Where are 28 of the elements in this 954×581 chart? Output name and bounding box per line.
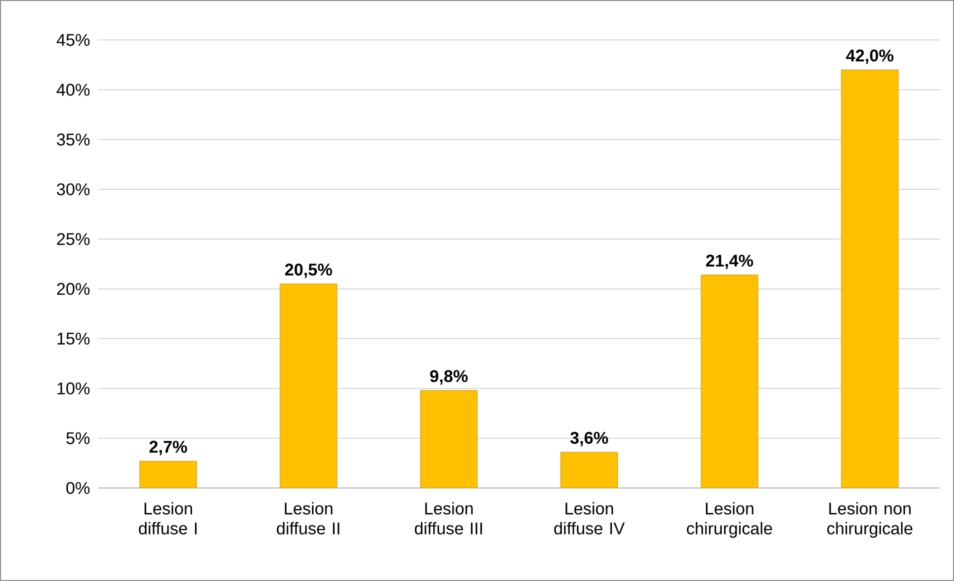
- bar: [139, 460, 197, 488]
- x-tick-label: Lesion diffuse IV: [554, 502, 625, 534]
- bar: [700, 274, 758, 488]
- x-tick-label: Lesion non chirurgicale: [827, 502, 912, 538]
- y-tick-label: 40%: [56, 84, 90, 96]
- data-label: 2,7%: [149, 440, 188, 456]
- y-tick-label: 45%: [56, 34, 90, 46]
- bar: [560, 452, 618, 488]
- data-label: 20,5%: [285, 264, 332, 278]
- data-label: 3,6%: [570, 432, 608, 446]
- y-tick-label: 35%: [56, 134, 90, 146]
- y-tick-label: 15%: [58, 332, 90, 345]
- y-tick-label: 0%: [66, 482, 90, 494]
- y-tick-label: 25%: [57, 233, 90, 246]
- bar: [420, 390, 478, 488]
- x-tick-label: Lesion diffuse II: [276, 502, 340, 534]
- bar: [280, 284, 338, 488]
- y-tick-label: 20%: [57, 282, 90, 295]
- data-label: 9,8%: [430, 370, 468, 385]
- x-tick-label: Lesion chirurgicale: [686, 502, 772, 538]
- y-tick-label: 30%: [56, 183, 90, 196]
- data-label: 42,0%: [846, 50, 894, 64]
- y-tick-label: 5%: [66, 432, 90, 444]
- x-tick-label: Lesion diffuse III: [414, 502, 482, 534]
- y-tick-label: 10%: [58, 382, 90, 394]
- bar: [841, 70, 899, 488]
- x-tick-label: Lesion diffuse I: [138, 502, 197, 534]
- data-label: 21,4%: [706, 254, 754, 270]
